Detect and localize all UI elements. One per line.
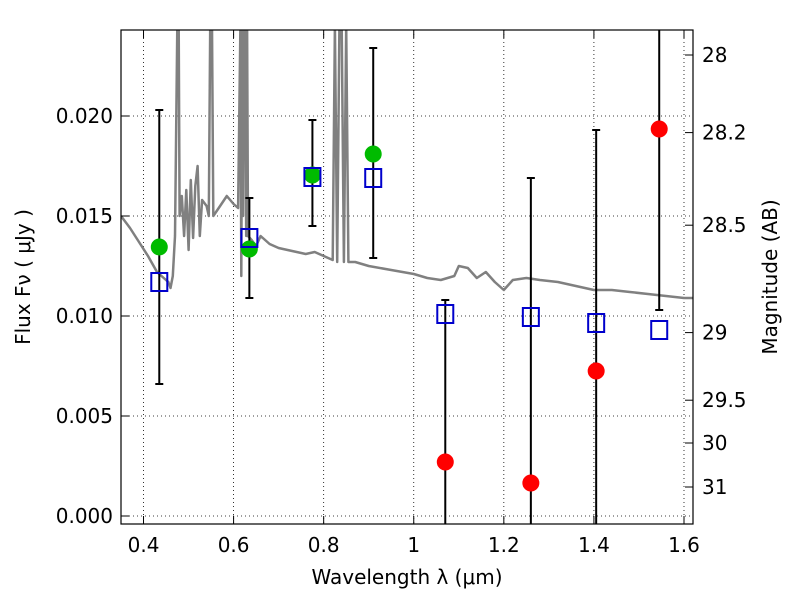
data-point-square: [303, 167, 322, 187]
data-point-square: [150, 272, 169, 292]
right-tick-label: 28: [702, 43, 727, 67]
right-axis-label: Magnitude (AB): [758, 199, 782, 354]
grid: [121, 30, 693, 524]
x-axis-label: Wavelength λ (μm): [311, 565, 502, 589]
axis-ticks: 0.4 0.6 0.8 1 1.2 1.4 1.6 0.000 0.005 0.010 0.015 0…: [56, 30, 747, 557]
data-point-circle: [240, 240, 258, 258]
data-point-square: [521, 307, 540, 327]
y-tick-label: 0.010: [56, 304, 113, 328]
y-tick-label: 0.000: [56, 504, 113, 528]
data-point-circle: [650, 120, 668, 138]
y-axis-label: Flux Fν ( μJy ): [11, 209, 35, 345]
x-tick-label: 1.2: [488, 533, 520, 557]
data-point-square: [650, 320, 669, 340]
x-tick-label: 0.6: [218, 533, 250, 557]
y-tick-label: 0.015: [56, 204, 113, 228]
y-tick-label: 0.005: [56, 404, 113, 428]
right-tick-label: 28.2: [702, 121, 747, 145]
x-tick-label: 1.6: [668, 533, 700, 557]
right-tick-label: 29: [702, 321, 727, 345]
data-point-circle: [522, 474, 540, 492]
data-point-circle: [436, 453, 454, 471]
x-tick-label: 1: [407, 533, 420, 557]
data-point-circle: [364, 145, 382, 163]
right-tick-label: 30: [702, 431, 727, 455]
plot-frame: [120, 29, 694, 525]
photometry-markers: [150, 120, 669, 492]
data-point-square: [240, 228, 259, 248]
data-point-square: [436, 304, 455, 324]
right-tick-label: 29.5: [702, 388, 747, 412]
right-tick-label: 31: [702, 475, 727, 499]
data-point-circle: [587, 362, 605, 380]
y-tick-label: 0.020: [56, 104, 113, 128]
data-point-circle: [150, 238, 168, 256]
data-point-square: [587, 313, 606, 333]
data-point-circle: [303, 166, 321, 184]
x-tick-label: 0.8: [308, 533, 340, 557]
x-tick-label: 0.4: [128, 533, 160, 557]
x-tick-label: 1.4: [578, 533, 610, 557]
plot-background: [121, 30, 693, 524]
data-point-square: [364, 168, 383, 188]
right-tick-label: 28.5: [702, 213, 747, 237]
